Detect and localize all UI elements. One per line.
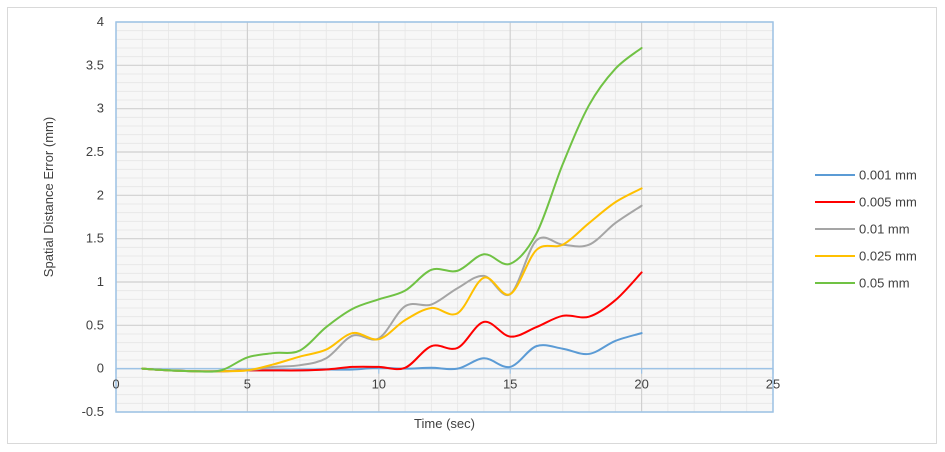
plot-area <box>116 22 773 412</box>
legend-label: 0.01 mm <box>859 222 910 237</box>
x-tick-label: 20 <box>634 377 648 392</box>
y-tick-label: 3 <box>97 101 104 116</box>
x-tick-label: 15 <box>503 377 517 392</box>
legend: 0.001 mm 0.005 mm 0.01 mm 0.025 mm 0.05 mm <box>815 168 917 291</box>
series-line-4 <box>141 187 643 373</box>
y-tick-labels: -0.5 0 0.5 1 1.5 2 2.5 3 3.5 4 <box>82 14 104 419</box>
y-tick-label: 1.5 <box>86 231 104 246</box>
x-axis-title: Time (sec) <box>414 416 475 431</box>
x-tick-labels: 0 5 10 15 20 25 <box>112 377 780 392</box>
legend-label: 0.025 mm <box>859 249 917 264</box>
y-tick-label: 3.5 <box>86 57 104 72</box>
legend-label: 0.05 mm <box>859 276 910 291</box>
y-tick-label: 4 <box>97 14 104 29</box>
y-tick-label: 1 <box>97 274 104 289</box>
y-tick-label: 2.5 <box>86 144 104 159</box>
series-lines <box>141 47 643 373</box>
x-tick-label: 25 <box>766 377 780 392</box>
series-line-5 <box>141 47 643 373</box>
y-tick-label: 2 <box>97 187 104 202</box>
y-axis-title: Spatial Distance Error (mm) <box>41 117 56 277</box>
chart-frame <box>7 7 937 444</box>
x-tick-label: 0 <box>112 377 119 392</box>
x-tick-label: 10 <box>372 377 386 392</box>
x-tick-label: 5 <box>244 377 251 392</box>
y-tick-label: 0 <box>97 361 104 376</box>
legend-label: 0.001 mm <box>859 168 917 183</box>
plot-border <box>115 21 774 413</box>
y-tick-label: 0.5 <box>86 317 104 332</box>
y-tick-label: -0.5 <box>82 404 104 419</box>
legend-label: 0.005 mm <box>859 195 917 210</box>
